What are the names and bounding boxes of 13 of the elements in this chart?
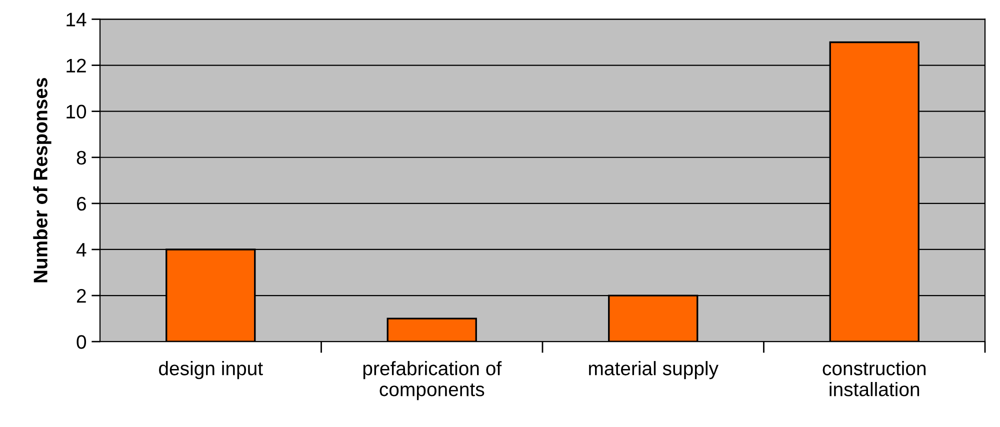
y-tick-label: 8 xyxy=(76,150,86,165)
x-tick-label: design input xyxy=(159,361,263,380)
y-tick-label: 10 xyxy=(66,104,86,119)
x-tick-label: material supply xyxy=(589,361,718,380)
y-tick-label: 14 xyxy=(66,12,86,26)
x-tick-label: construction installation xyxy=(822,361,926,396)
y-tick-label: 2 xyxy=(76,289,86,303)
y-tick-label: 6 xyxy=(76,196,86,211)
y-tick-label: 0 xyxy=(76,335,86,349)
y-tick-label: 4 xyxy=(76,243,86,257)
y-tick-label: 12 xyxy=(66,58,86,72)
x-tick-label: prefabrication of components xyxy=(363,361,502,400)
y-axis-title: Number of Responses xyxy=(33,78,52,282)
